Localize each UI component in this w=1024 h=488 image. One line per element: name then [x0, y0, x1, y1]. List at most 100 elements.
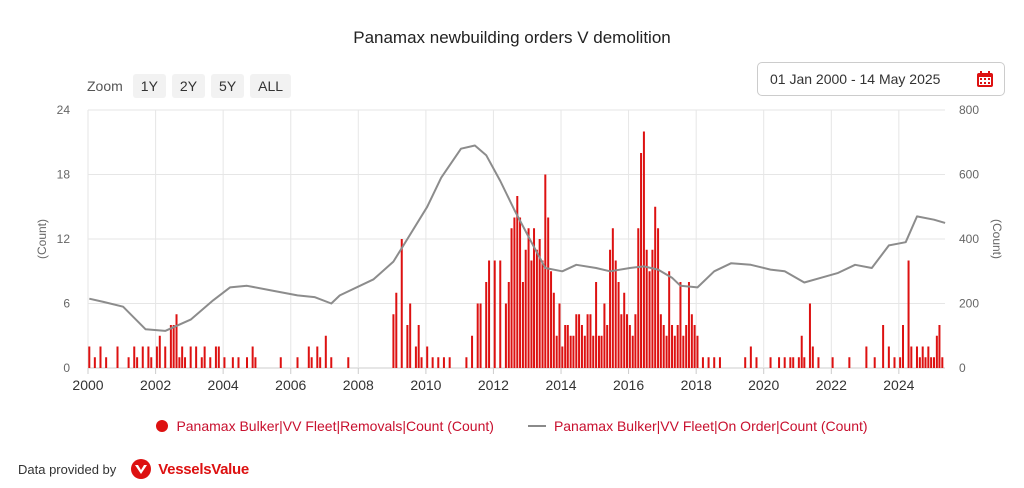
removals-bar — [499, 260, 502, 368]
removals-bar — [893, 357, 896, 368]
removals-bar — [324, 335, 327, 368]
removals-bar — [603, 303, 606, 368]
removals-bar — [701, 357, 704, 368]
removals-bar — [184, 357, 187, 368]
removals-bar — [310, 357, 313, 368]
removals-bar — [307, 346, 310, 368]
removals-bar — [521, 282, 524, 368]
removals-bar — [547, 217, 550, 368]
x-tick-label: 2020 — [748, 377, 779, 393]
chart-title: Panamax newbuilding orders V demolition — [353, 28, 671, 47]
removals-bar — [155, 346, 158, 368]
removals-bar — [141, 346, 144, 368]
removals-bar — [552, 292, 555, 368]
removals-bar — [406, 325, 409, 368]
removals-bar — [400, 239, 403, 368]
chart-legend: Panamax Bulker|VV Fleet|Removals|Count (… — [0, 418, 1024, 434]
vesselsvalue-logo-icon — [131, 459, 152, 479]
removals-bar — [566, 325, 569, 368]
removals-bar — [195, 346, 198, 368]
vesselsvalue-logo[interactable]: VesselsValue — [130, 458, 249, 480]
removals-bar — [217, 346, 220, 368]
removals-bar — [606, 325, 609, 368]
removals-bar — [319, 357, 322, 368]
zoom-label: Zoom — [87, 78, 123, 94]
legend-line-icon — [527, 425, 546, 427]
zoom-controls: Zoom 1Y 2Y 5Y ALL — [87, 74, 292, 98]
removals-bar — [671, 325, 674, 368]
removals-bar — [426, 346, 429, 368]
removals-bar — [808, 303, 811, 368]
removals-bar — [817, 357, 820, 368]
removals-bar — [519, 217, 522, 368]
removals-bar — [527, 228, 530, 368]
removals-bar — [668, 271, 671, 368]
removals-bar — [882, 325, 885, 368]
removals-bar — [237, 357, 240, 368]
x-tick-label: 2002 — [140, 377, 171, 393]
removals-bar — [231, 357, 234, 368]
footer: Data provided by VesselsValue — [18, 458, 249, 480]
removals-bar — [442, 357, 445, 368]
removals-bar — [409, 303, 412, 368]
legend-item-removals[interactable]: Panamax Bulker|VV Fleet|Removals|Count (… — [156, 418, 494, 434]
right-tick-label: 0 — [959, 361, 966, 375]
removals-bar — [673, 335, 676, 368]
removals-bar — [504, 303, 507, 368]
removals-bar — [133, 346, 136, 368]
removals-bar — [693, 325, 696, 368]
removals-bar — [558, 303, 561, 368]
removals-bar — [609, 249, 612, 368]
removals-bar — [634, 314, 637, 368]
removals-bar — [662, 325, 665, 368]
legend-item-on-order[interactable]: Panamax Bulker|VV Fleet|On Order|Count (… — [527, 418, 868, 434]
zoom-2y-button[interactable]: 2Y — [171, 74, 206, 98]
removals-bar — [811, 346, 814, 368]
footer-provided-by: Data provided by — [18, 461, 117, 477]
removals-bar — [665, 335, 668, 368]
removals-bar — [246, 357, 249, 368]
removals-bar — [637, 228, 640, 368]
zoom-all-button[interactable]: ALL — [250, 74, 292, 98]
removals-bar — [524, 249, 527, 368]
removals-bar — [589, 314, 592, 368]
removals-bar — [316, 346, 319, 368]
removals-bar — [203, 346, 206, 368]
removals-bar — [682, 335, 685, 368]
removals-bar — [797, 357, 800, 368]
removals-bar — [555, 335, 558, 368]
removals-bar — [910, 346, 913, 368]
removals-bar — [800, 335, 803, 368]
removals-bar — [476, 303, 479, 368]
x-tick-label: 2014 — [545, 377, 576, 393]
left-axis-title: (Count) — [35, 219, 49, 259]
removals-bar — [938, 325, 941, 368]
removals-bar — [685, 325, 688, 368]
removals-bar — [223, 357, 226, 368]
zoom-5y-button[interactable]: 5Y — [211, 74, 245, 98]
removals-bar — [417, 325, 420, 368]
removals-bar — [172, 325, 175, 368]
removals-bar — [902, 325, 905, 368]
removals-bar — [541, 260, 544, 368]
removals-bar — [465, 357, 468, 368]
removals-bar — [651, 249, 654, 368]
date-range-picker[interactable]: 01 Jan 2000 - 14 May 2025 — [757, 62, 1005, 96]
removals-bar — [676, 325, 679, 368]
removals-bar — [592, 335, 595, 368]
removals-bar — [544, 174, 547, 368]
removals-bar — [530, 260, 533, 368]
zoom-1y-button[interactable]: 1Y — [132, 74, 166, 98]
removals-bar — [347, 357, 350, 368]
removals-bar — [918, 357, 921, 368]
on-order-line — [89, 144, 946, 332]
vesselsvalue-brand: VesselsValue — [158, 460, 249, 478]
removals-bar — [628, 325, 631, 368]
removals-bar — [414, 346, 417, 368]
date-range-text: 01 Jan 2000 - 14 May 2025 — [770, 71, 941, 87]
removals-bar — [645, 249, 648, 368]
x-tick-label: 2006 — [275, 377, 306, 393]
removals-bar — [209, 357, 212, 368]
removals-bar — [783, 357, 786, 368]
removals-bar — [642, 131, 645, 368]
